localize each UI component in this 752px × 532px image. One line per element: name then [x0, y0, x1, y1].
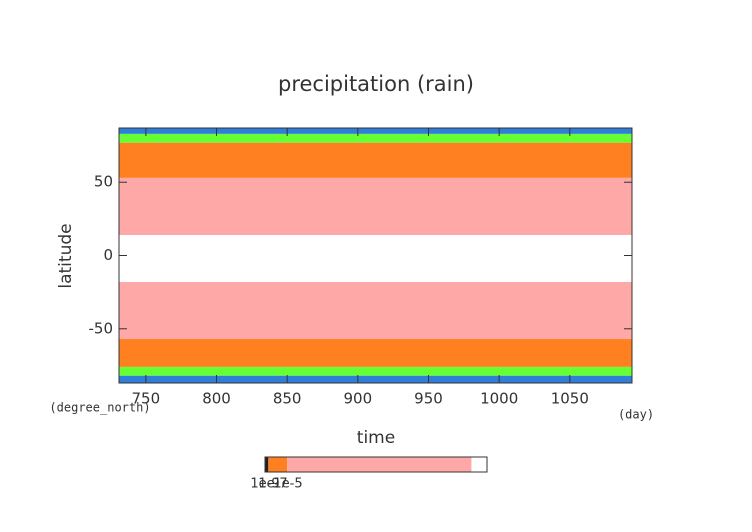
x-units: (day) [618, 408, 654, 422]
contour-band [119, 133, 632, 143]
colorbar-label: 1e-7 [258, 477, 287, 492]
contour-band [119, 128, 632, 134]
colorbar-label: 1e-9 [250, 477, 279, 492]
x-tick-label: 1000 [480, 390, 518, 408]
colorbar-segment [471, 457, 487, 472]
colorbar-label: 1e-5 [273, 477, 302, 492]
y-tick-label: -50 [89, 319, 114, 337]
colorbar-segment [265, 457, 269, 472]
contour-band [119, 281, 632, 340]
y-tick-label: 50 [94, 173, 113, 191]
colorbar-segment [287, 457, 472, 472]
x-tick-label: 950 [414, 390, 443, 408]
contour-band [119, 142, 632, 178]
colorbar-frame [264, 456, 488, 473]
x-tick-label: 900 [344, 390, 373, 408]
x-tick-label: 750 [132, 390, 161, 408]
colorbar-segment [268, 457, 288, 472]
contour-band [119, 375, 632, 383]
chart-title: precipitation (rain) [278, 72, 474, 96]
contour-band [119, 366, 632, 376]
contour-band [119, 339, 632, 367]
contour-band [119, 234, 632, 282]
x-tick-label: 850 [273, 390, 302, 408]
y-tick-label: 0 [103, 246, 113, 264]
contour-band [119, 177, 632, 235]
x-axis-label: time [357, 428, 395, 448]
x-tick-label: 1050 [551, 390, 589, 408]
y-axis-label: latitude [56, 223, 76, 288]
y-units: (degree_north) [49, 401, 150, 415]
x-tick-label: 800 [202, 390, 231, 408]
